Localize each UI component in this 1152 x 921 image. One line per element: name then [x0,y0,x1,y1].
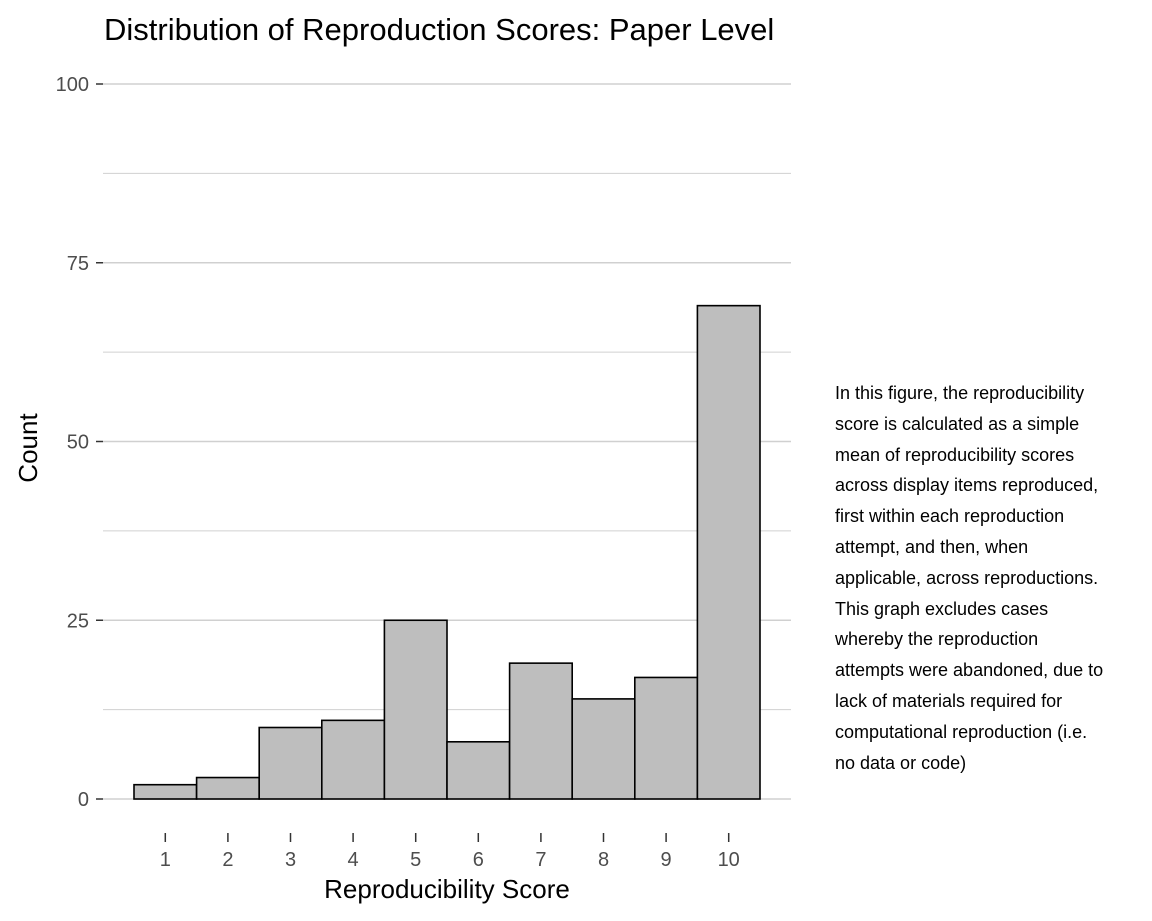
histogram-bar [258,726,323,800]
caption-line: computational reproduction (i.e. [835,721,1088,742]
y-tick-label: 25 [67,610,89,632]
histogram-bar [633,676,699,800]
x-axis-title: Reproducibility Score [324,874,570,904]
x-tick-label: 9 [661,849,672,871]
histogram-bar [571,698,636,800]
x-tick-label: 8 [598,849,609,871]
histogram-bar [133,783,198,800]
y-axis-title: Count [13,413,43,483]
x-tick-label: 4 [348,849,359,871]
x-tick-label: 5 [410,849,421,871]
x-tick-label: 6 [473,849,484,871]
x-tick-label: 2 [222,849,233,871]
histogram-bar [195,776,261,800]
caption-line: This graph excludes cases [835,598,1049,619]
x-tick-label: 7 [535,849,546,871]
y-tick-label: 100 [56,74,89,96]
caption-line: first within each reproduction [835,506,1065,527]
x-tick-label: 10 [718,849,740,871]
histogram-bar [696,304,761,800]
caption-line: attempt, and then, when [835,536,1029,557]
x-tick-label: 3 [285,849,296,871]
caption-line: whereby the reproduction [835,629,1039,650]
caption-line: no data or code) [835,752,967,773]
caption-line: applicable, across reproductions. [835,567,1099,588]
histogram-bar [508,662,574,800]
histogram-bar [320,719,386,800]
histogram-bar [383,619,448,800]
bar-layer [133,304,761,800]
caption-line: attempts were abandoned, due to [835,660,1104,681]
x-tick-label: 1 [160,849,171,871]
caption-line: lack of materials required for [835,690,1063,711]
chart-title: Distribution of Reproduction Scores: Pap… [104,12,774,47]
x-axis: 1 2 3 4 5 6 7 8 9 10 [160,833,740,871]
histogram-bar [446,740,511,800]
caption-line: score is calculated as a simple [835,413,1080,434]
y-tick-label: 0 [78,789,89,811]
caption-line: In this figure, the reproducibility [835,383,1085,403]
caption-line: across display items reproduced, [835,475,1099,496]
y-tick-label: 50 [67,432,89,454]
y-tick-label: 75 [67,253,89,275]
y-axis: 0 25 50 75 100 [56,74,103,811]
caption-line: mean of reproducibility scores [835,444,1075,465]
figure-caption: In this figure, the reproducibility scor… [835,378,1152,778]
